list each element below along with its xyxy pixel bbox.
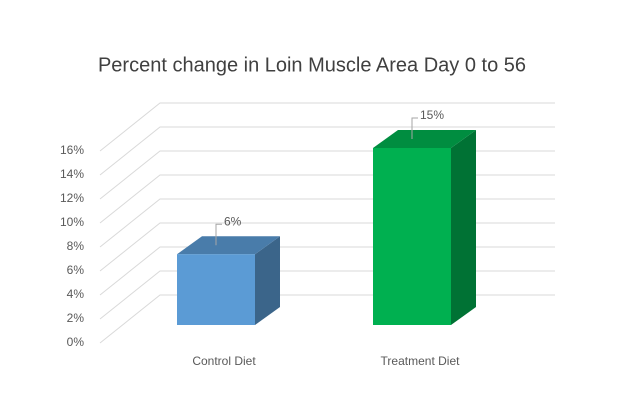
label-leader [215, 223, 222, 246]
bar-side [451, 130, 476, 325]
bar-top [373, 130, 476, 148]
chart-title: Percent change in Loin Muscle Area Day 0… [98, 54, 526, 76]
bar-top [177, 236, 280, 255]
grid-line [99, 126, 555, 176]
y-tick-label: 0% [67, 335, 85, 349]
y-tick-label: 2% [67, 311, 85, 325]
grid-line [99, 102, 555, 152]
x-tick-label: Control Diet [192, 354, 256, 368]
bar [177, 254, 255, 325]
y-tick-label: 12% [60, 191, 84, 205]
y-tick-label: 14% [60, 167, 84, 181]
data-label: 15% [420, 108, 444, 122]
grid-line [99, 294, 555, 344]
label-leader [411, 117, 418, 139]
y-tick-label: 10% [60, 215, 84, 229]
x-tick-label: Treatment Diet [381, 354, 461, 368]
y-tick-label: 6% [67, 263, 85, 277]
bar-side [255, 236, 280, 325]
data-label: 6% [224, 214, 242, 228]
y-tick-label: 8% [67, 239, 85, 253]
bar [373, 148, 451, 325]
y-tick-label: 4% [67, 287, 85, 301]
y-tick-label: 16% [60, 143, 84, 157]
